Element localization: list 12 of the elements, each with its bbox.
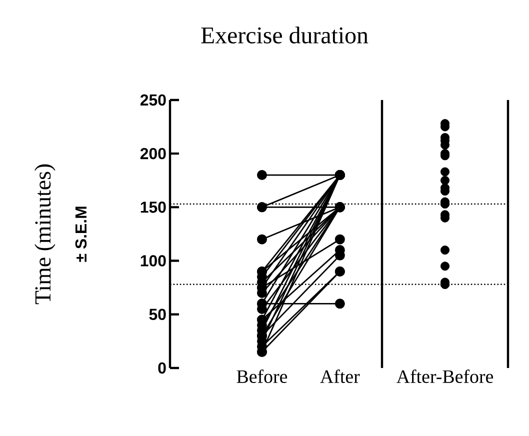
y-axis-title: Time (minutes) <box>34 164 56 304</box>
x-tick-label: Before <box>236 370 288 384</box>
y-tick-label: 200 <box>140 148 166 160</box>
x-tick-label: After <box>320 370 360 384</box>
x-tick-label: After-Before <box>396 370 494 384</box>
y-tick-label: 250 <box>140 94 166 106</box>
y-tick-label: 150 <box>140 202 166 213</box>
y-tick-label: 0 <box>158 362 166 374</box>
y-tick-label: 100 <box>140 255 166 266</box>
text: ± S.E.M <box>75 206 87 262</box>
chart-title: Exercise duration <box>201 26 368 44</box>
y-tick-label: 50 <box>149 308 166 320</box>
